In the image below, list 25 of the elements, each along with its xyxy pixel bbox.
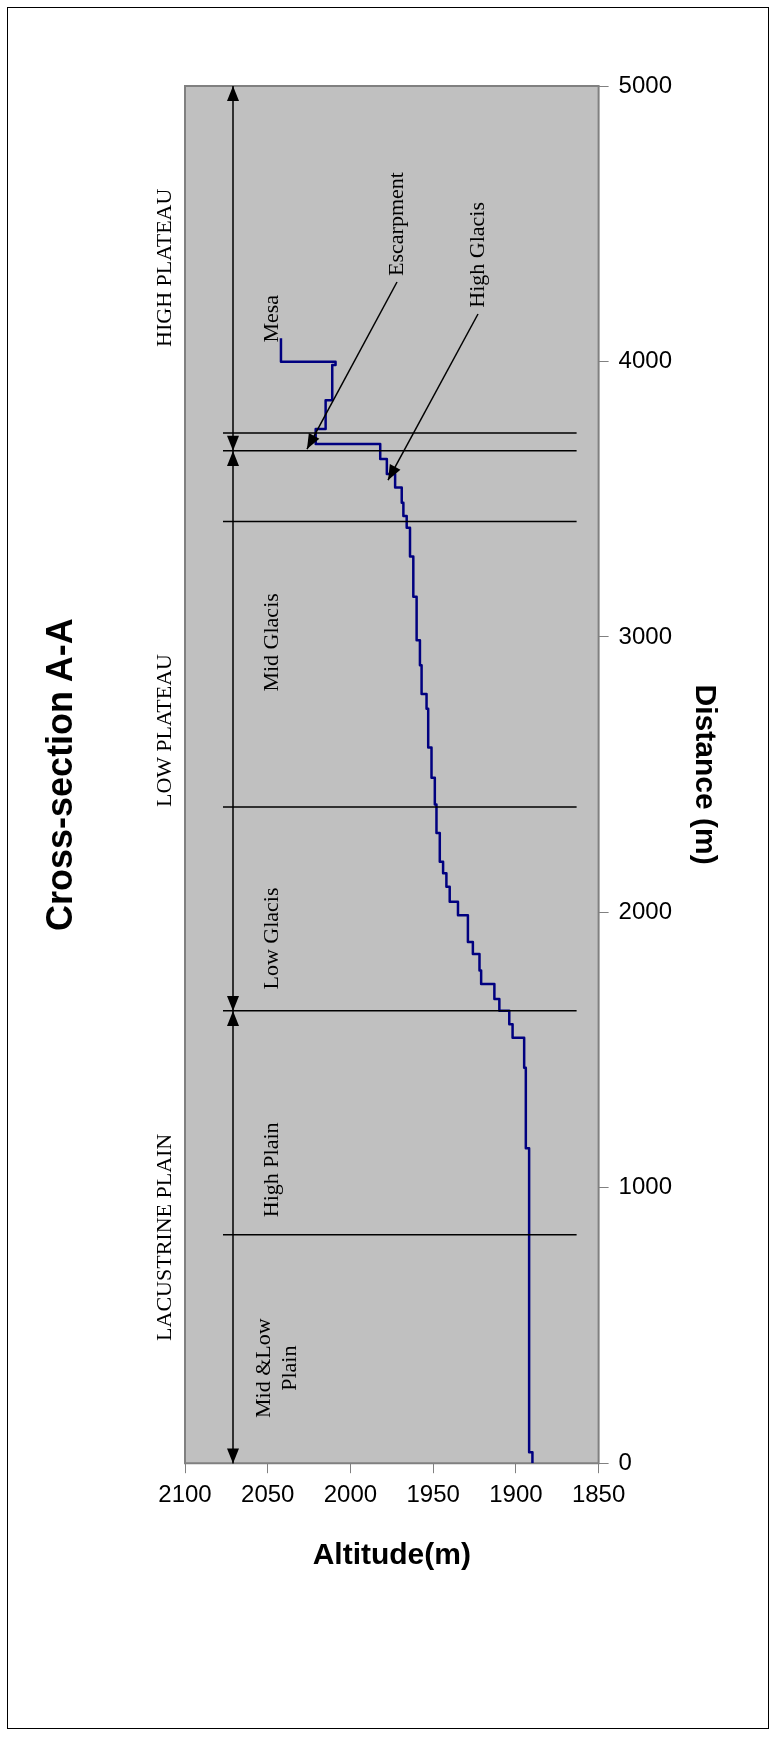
y-axis-title: Distance (m) (689, 684, 723, 865)
annotation: Escarpment (383, 172, 409, 276)
x-tick-label: 2000 (323, 1480, 378, 1508)
text: HIGH PLATEAU (150, 188, 176, 347)
y-tick-label: 2000 (618, 896, 672, 924)
x-tick-label: 2100 (158, 1480, 212, 1508)
y-tick-label: 1000 (618, 1172, 672, 1200)
x-tick-label: 1900 (489, 1480, 543, 1508)
annotation: Mesa (258, 294, 284, 343)
x-tick-label: 1850 (571, 1480, 626, 1508)
y-tick-label: 4000 (618, 346, 672, 374)
annotation: Mid &Low Plain (250, 1318, 302, 1418)
y-tick-label: 5000 (618, 70, 672, 98)
y-tick-label: 3000 (618, 621, 672, 649)
text: LACUSTRINE PLAIN (150, 1133, 176, 1341)
x-tick-label: 1950 (406, 1480, 460, 1508)
annotation: High Glacis (464, 202, 490, 308)
annotation: Mid Glacis (258, 593, 284, 692)
x-axis-title: Altitude(m) (312, 1537, 471, 1571)
annotation: Low Glacis (258, 887, 284, 990)
x-tick-label: 2050 (241, 1480, 295, 1508)
y-tick-label: 0 (618, 1447, 632, 1475)
annotation: High Plain (258, 1122, 284, 1218)
text: Cross-section A-A (38, 618, 80, 931)
text: LOW PLATEAU (150, 653, 176, 808)
